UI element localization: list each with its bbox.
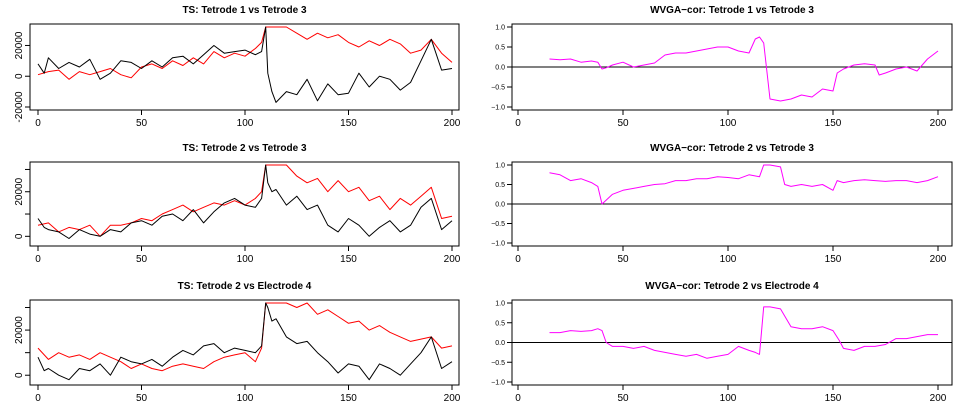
x-tick-label: 50 [617,254,629,265]
x-tick-label: 150 [825,254,842,265]
panel-5: TS: Tetrode 2 vs Electrode 4 0 50 100 150 200… [14,281,461,404]
y-tick-label: −1.0 [491,380,505,387]
x-tick-label: 100 [720,393,737,404]
x-tick-label: 150 [825,393,842,404]
y-tick-label: −0.5 [491,360,505,367]
y-tick-label: 1.0 [495,163,505,170]
x-tick-label: 0 [515,118,521,129]
series-line-1 [549,164,939,205]
panel-title: TS: Tetrode 2 vs Tetrode 3 [182,143,307,154]
panel-title: TS: Tetrode 1 vs Tetrode 3 [182,5,307,16]
y-tick-label: 0.5 [495,182,505,189]
y-tick-label: −1.0 [491,105,505,112]
y-tick-label: 0 [14,233,25,239]
x-tick-label: 100 [237,118,254,129]
x-tick-label: 150 [340,393,357,404]
y-tick-label: −0.5 [491,221,505,228]
series-line-1 [549,306,938,359]
y-tick-label: 0 [14,372,25,378]
x-tick-label: 200 [930,254,947,265]
panel-title: WVGA−cor: Tetrode 2 vs Tetrode 3 [650,143,814,154]
x-tick-label: 200 [930,393,947,404]
x-tick-label: 50 [136,118,148,129]
x-tick-label: 150 [825,118,842,129]
x-tick-label: 150 [340,118,357,129]
x-tick-label: 200 [444,254,461,265]
series-line-2 [37,26,453,103]
y-tick-label: 0.5 [495,45,505,52]
y-tick-label: 0 [14,73,25,79]
x-tick-label: 200 [444,393,461,404]
y-tick-label: −0.5 [491,85,505,92]
y-tick-label: 20000 [14,316,25,344]
x-tick-label: 150 [340,254,357,265]
y-tick-label: 1.0 [495,25,505,32]
panel-6: WVGA−cor: Tetrode 2 vs Electrode 4 0 50 100… [491,281,953,404]
series-line-1 [37,164,453,237]
y-tick-label: 20000 [14,177,25,205]
y-tick-label: 20000 [14,31,25,59]
x-tick-label: 100 [720,118,737,129]
x-tick-label: 0 [515,254,521,265]
x-tick-label: 200 [444,118,461,129]
series-line-1 [37,26,453,80]
x-tick-label: 100 [720,254,737,265]
panel-3: TS: Tetrode 2 vs Tetrode 3 0 50 100 150 200 0 2… [14,143,461,265]
x-tick-label: 50 [136,393,148,404]
y-tick-label: 0.5 [495,320,505,327]
plot-frame [29,299,460,386]
panel-title: TS: Tetrode 2 vs Electrode 4 [178,281,312,292]
panel-title: WVGA−cor: Tetrode 1 vs Tetrode 3 [650,5,814,16]
y-tick-label: −1.0 [491,241,505,248]
panel-4: WVGA−cor: Tetrode 2 vs Tetrode 3 0 50 100 15… [491,143,953,265]
series-line-2 [37,164,453,239]
x-tick-label: 0 [515,393,521,404]
x-tick-label: 200 [930,118,947,129]
x-tick-label: 100 [237,254,254,265]
panel-title: WVGA−cor: Tetrode 2 vs Electrode 4 [645,281,819,292]
y-tick-label: 0.0 [495,65,505,72]
x-tick-label: 0 [35,254,41,265]
x-tick-label: 0 [35,118,41,129]
series-line-2 [37,302,453,381]
y-tick-label: -20000 [14,91,25,123]
x-tick-label: 50 [136,254,148,265]
panel-2: WVGA−cor: Tetrode 1 vs Tetrode 3 0 50 100 15… [491,5,953,129]
plot-frame [29,23,460,111]
y-tick-label: 0.0 [495,202,505,209]
x-tick-label: 50 [617,393,629,404]
y-tick-label: 0.0 [495,340,505,347]
x-tick-label: 0 [35,393,41,404]
panel-1: TS: Tetrode 1 vs Tetrode 3 0 50 100 150 200 -2… [14,5,461,129]
series-line-1 [549,36,939,102]
x-tick-label: 50 [617,118,629,129]
y-tick-label: 1.0 [495,301,505,308]
x-tick-label: 100 [237,393,254,404]
series-line-1 [37,302,453,372]
